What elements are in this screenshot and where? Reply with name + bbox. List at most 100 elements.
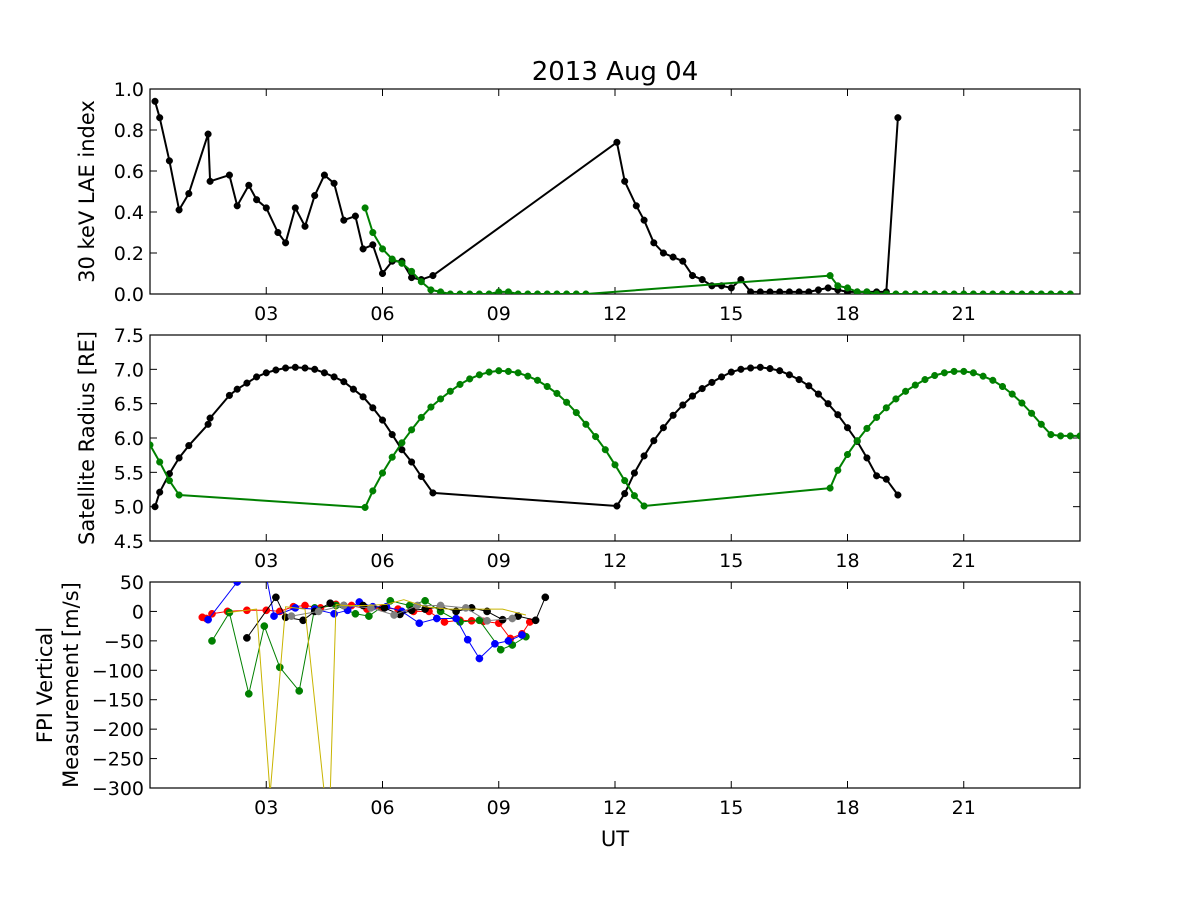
data-point: [563, 398, 571, 406]
data-point: [553, 389, 561, 397]
y-tick-label: 1.0: [114, 79, 144, 101]
data-point: [390, 611, 398, 619]
data-point: [960, 367, 968, 375]
data-point: [483, 616, 491, 625]
x-tick-label: 06: [370, 797, 394, 819]
x-tick-label: 09: [487, 550, 511, 572]
data-point: [1028, 409, 1036, 417]
x-tick-label: 03: [254, 550, 278, 572]
data-point: [1057, 290, 1065, 294]
data-point: [351, 609, 360, 618]
data-point: [776, 288, 784, 294]
data-point: [843, 424, 852, 432]
data-point: [330, 179, 338, 187]
data-point: [185, 442, 193, 450]
x-tick-label: 03: [254, 303, 278, 325]
data-point: [873, 472, 881, 480]
data-point: [330, 373, 338, 381]
data-point: [340, 216, 348, 224]
data-point: [504, 288, 512, 294]
data-point: [834, 466, 842, 474]
data-point: [270, 612, 278, 620]
data-point: [206, 177, 214, 185]
data-point: [330, 609, 338, 618]
x-tick-label: 21: [952, 303, 976, 325]
data-point: [718, 373, 726, 381]
y-tick-label: −150: [92, 690, 144, 712]
data-point: [553, 290, 561, 294]
y-axis-label-line: Measurement [m/s]: [59, 582, 83, 788]
data-point: [398, 259, 406, 267]
data-point: [367, 604, 375, 612]
data-point: [156, 458, 164, 466]
data-point: [485, 290, 493, 294]
data-point: [291, 363, 299, 371]
data-point: [698, 276, 706, 284]
data-point: [351, 212, 359, 220]
data-point: [272, 593, 280, 602]
data-point: [417, 278, 425, 286]
data-point: [998, 382, 1007, 391]
data-point: [592, 433, 600, 441]
data-point: [429, 272, 437, 280]
data-point: [843, 450, 852, 459]
data-point: [175, 491, 183, 499]
data-point: [873, 413, 881, 421]
y-tick-label: 6.5: [114, 394, 144, 416]
data-point: [998, 290, 1007, 294]
data-point: [824, 400, 832, 408]
data-point: [244, 689, 253, 698]
x-tick-label: 06: [370, 550, 394, 572]
data-point: [708, 378, 716, 386]
series-line-6: [227, 599, 527, 788]
data-point: [475, 371, 483, 379]
data-point: [463, 635, 472, 644]
data-point: [233, 385, 241, 393]
data-point: [320, 171, 328, 179]
data-point: [785, 288, 793, 294]
data-point: [233, 582, 242, 586]
x-tick-label: 09: [487, 797, 511, 819]
y-tick-label: 5.0: [114, 497, 144, 519]
data-point: [543, 290, 551, 294]
data-point: [175, 454, 183, 462]
data-point: [156, 114, 164, 122]
data-point: [398, 439, 406, 447]
y-tick-label: −100: [92, 660, 144, 682]
data-point: [785, 371, 793, 379]
data-point: [408, 267, 416, 275]
data-point: [369, 487, 377, 495]
data-point: [253, 373, 261, 381]
data-point: [863, 288, 871, 294]
data-point: [380, 604, 389, 612]
data-point: [275, 663, 284, 672]
data-point: [295, 687, 304, 695]
data-point: [369, 241, 377, 249]
data-point: [185, 190, 193, 198]
data-point: [287, 612, 296, 620]
data-point: [253, 196, 261, 204]
y-tick-label: 5.5: [114, 462, 144, 484]
data-point: [446, 290, 454, 294]
data-point: [165, 477, 173, 485]
data-point: [1028, 290, 1036, 294]
y-tick-label: −300: [92, 778, 144, 800]
x-tick-label: 15: [719, 303, 743, 325]
data-point: [543, 382, 551, 391]
data-point: [437, 288, 445, 294]
data-point: [417, 413, 425, 421]
data-point: [311, 192, 319, 200]
data-point: [274, 228, 282, 237]
y-tick-label: −250: [92, 749, 144, 771]
y-axis-label: 30 keV LAE index: [75, 100, 99, 283]
data-point: [491, 639, 499, 648]
data-point: [572, 290, 580, 294]
data-point: [504, 367, 512, 375]
data-point: [826, 272, 834, 280]
data-point: [361, 503, 369, 511]
data-point: [950, 367, 958, 375]
data-point: [834, 411, 842, 419]
data-point: [747, 364, 755, 372]
data-point: [320, 369, 328, 377]
data-point: [301, 222, 309, 230]
